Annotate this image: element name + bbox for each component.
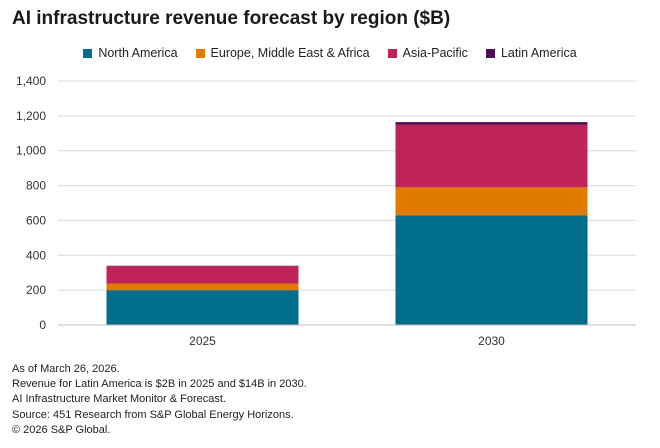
note-source: Source: 451 Research from S&P Global Ene… [12,408,294,421]
y-tick-label: 0 [39,318,46,332]
bar-segment [395,122,588,125]
note-copyright: © 2026 S&P Global. [12,423,111,436]
legend-label-latin-america: Latin America [500,46,577,60]
bar-segment [395,187,588,216]
legend-swatch-north-america [83,48,93,58]
y-tick-label: 1,000 [16,144,46,158]
legend-swatch-asia-pacific [387,48,397,58]
bar-segment [106,290,299,325]
bar-segment [106,266,299,284]
y-tick-label: 600 [26,213,46,227]
y-tick-label: 400 [26,248,46,262]
legend-label-asia-pacific: Asia-Pacific [402,46,468,60]
y-tick-label: 1,400 [16,74,46,88]
y-tick-label: 200 [26,283,46,297]
x-tick-label: 2025 [189,334,216,348]
note-latin-america: Revenue for Latin America is $2B in 2025… [12,378,307,391]
stacked-bar-chart: 0 200 400 600 800 1,000 1,200 1,400 2025 2030 [16,74,636,348]
legend-swatch-latin-america [485,48,495,58]
chart-title: AI infrastructure revenue forecast by re… [12,8,451,29]
chart-notes: As of March 26, 2026. Revenue for Latin … [12,362,307,438]
bar-segment [106,283,299,291]
legend-label-emea: Europe, Middle East & Africa [210,46,370,60]
legend-item-emea: Europe, Middle East & Africa [195,46,370,60]
y-tick-label: 1,200 [16,109,46,123]
y-tick-label: 800 [26,179,46,193]
legend-item-latin-america: Latin America [485,46,577,60]
bar-segment [395,124,588,188]
note-report-name: AI Infrastructure Market Monitor & Forec… [12,393,226,406]
legend: North America Europe, Middle East & Afri… [0,46,660,60]
legend-item-asia-pacific: Asia-Pacific [387,46,468,60]
legend-item-north-america: North America [83,46,178,60]
x-tick-label: 2030 [478,334,505,348]
legend-label-north-america: North America [98,46,178,60]
note-as-of: As of March 26, 2026. [12,363,120,375]
bar-segment [395,215,588,325]
legend-swatch-emea [195,48,205,58]
